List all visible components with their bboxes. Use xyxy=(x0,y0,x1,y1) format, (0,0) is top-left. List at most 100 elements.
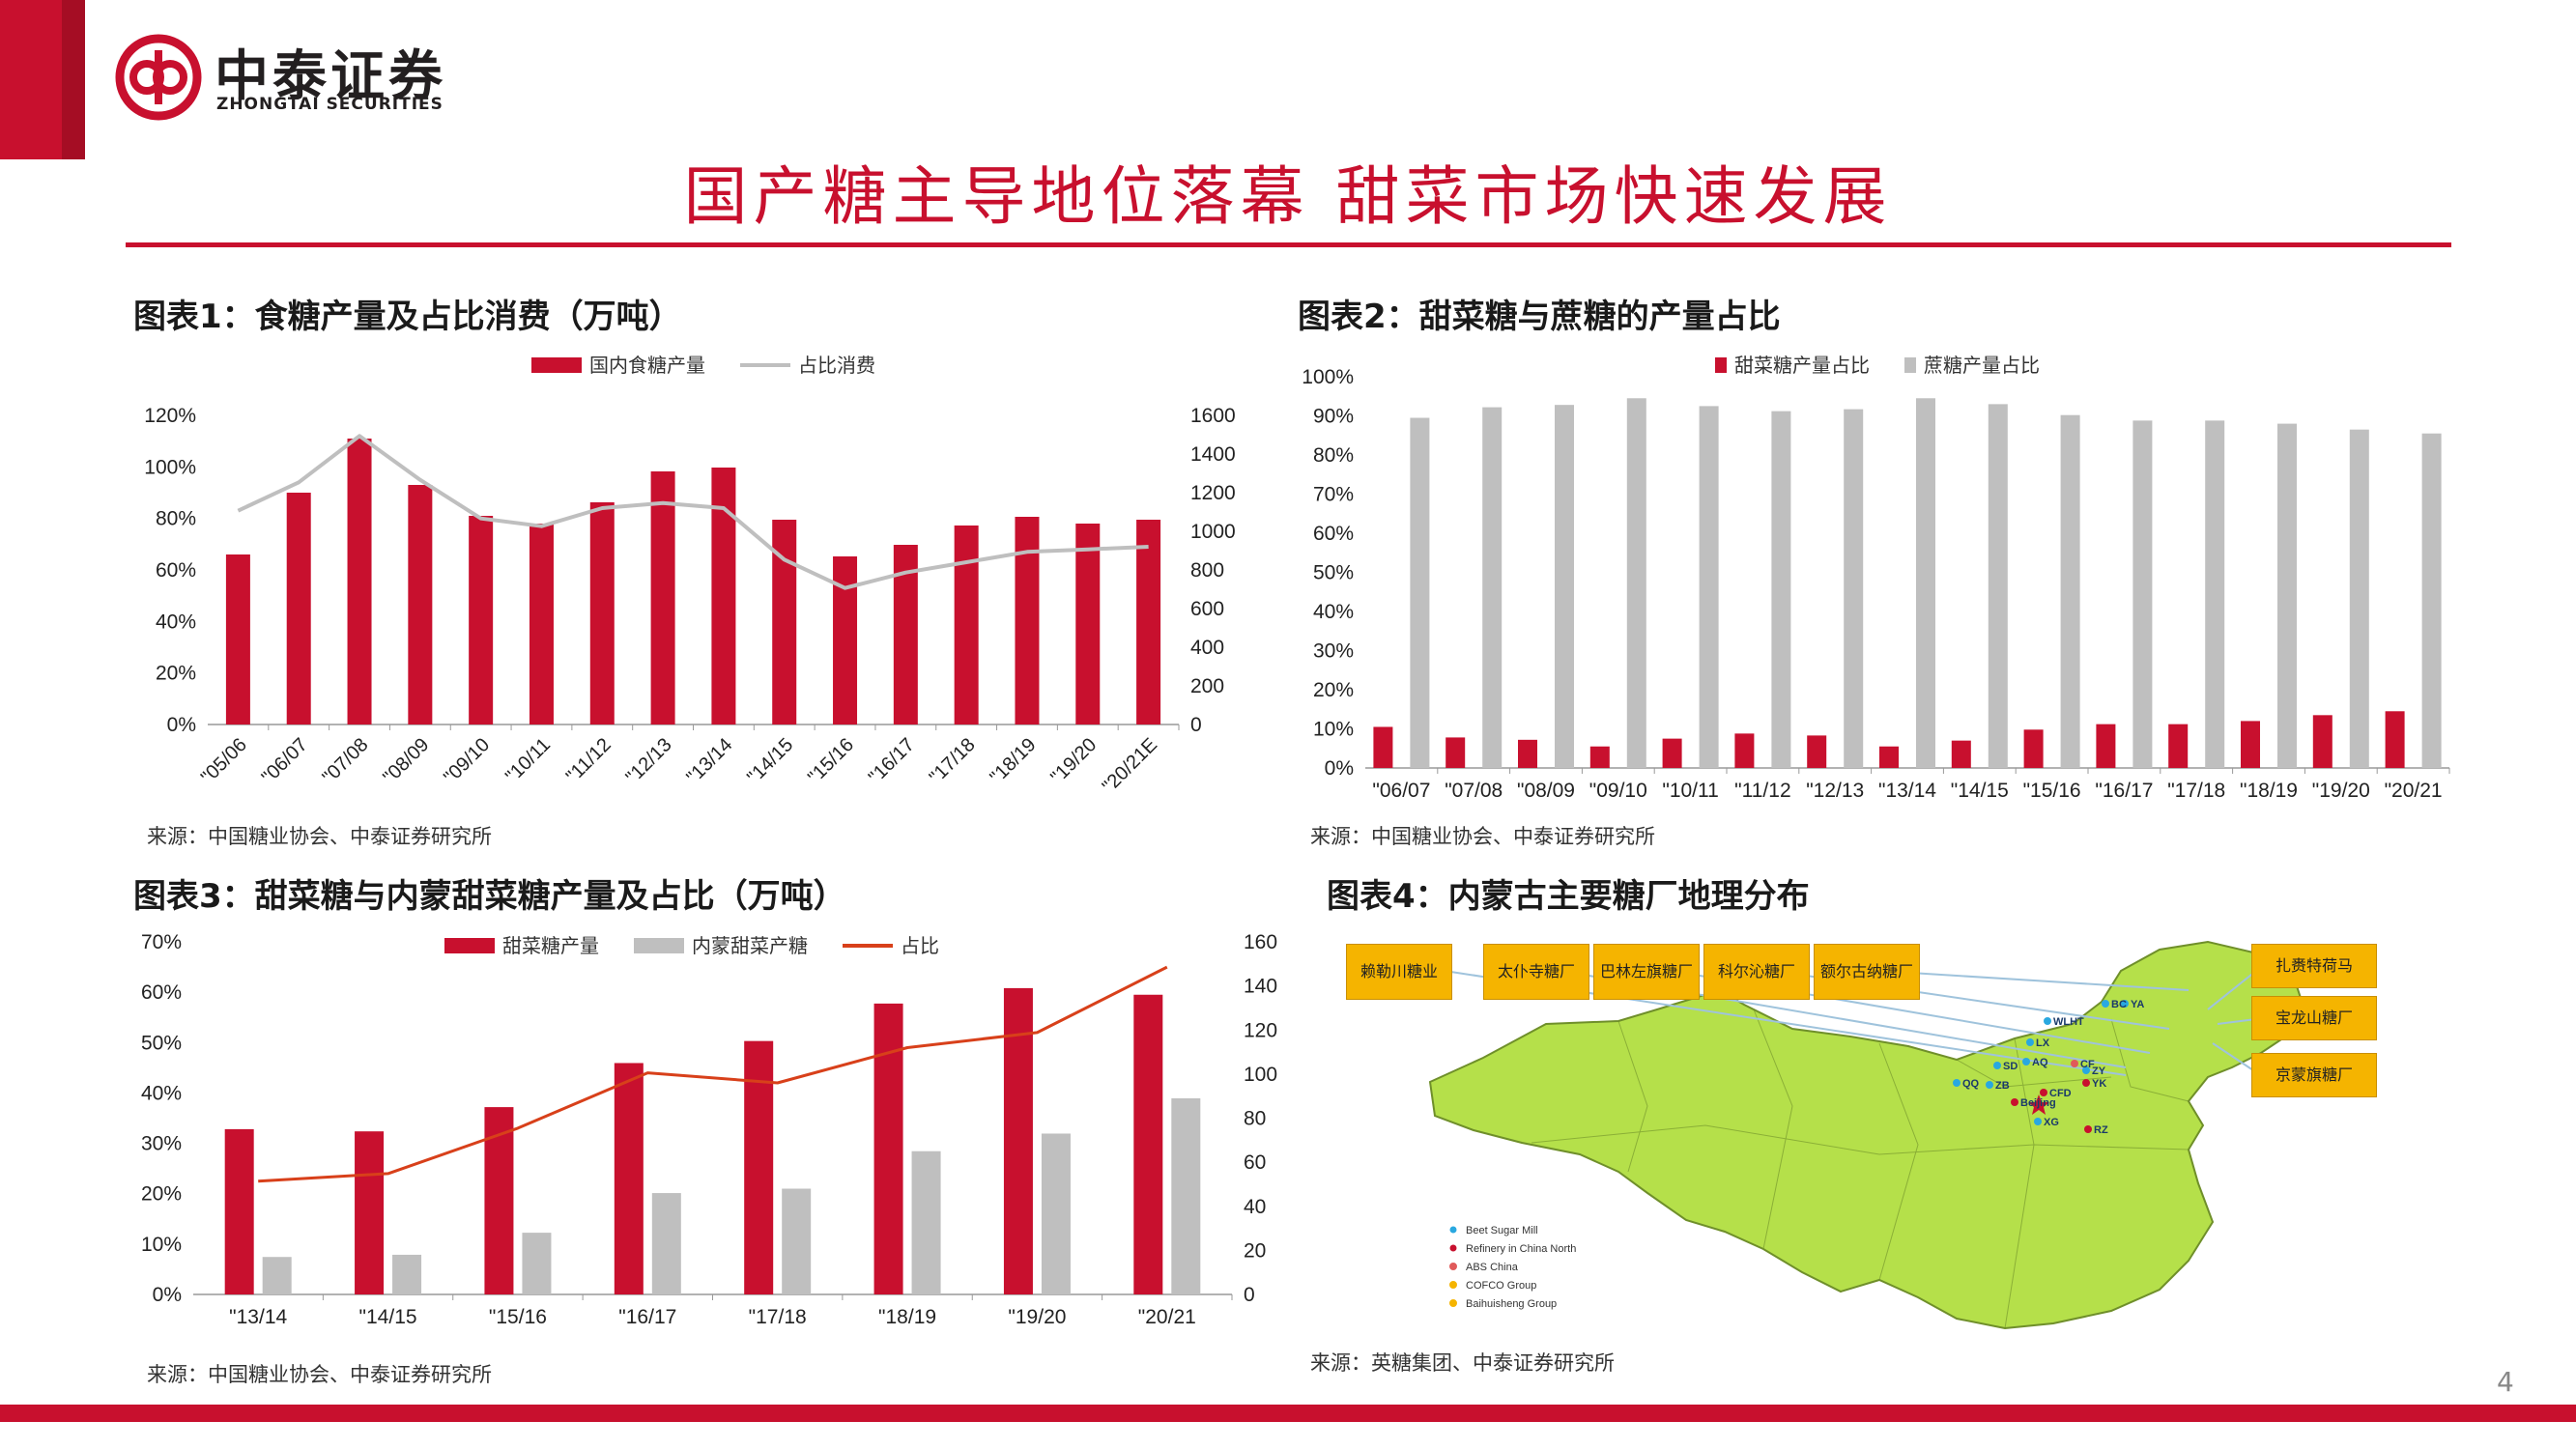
chart2-source: 来源：中国糖业协会、中泰证券研究所 xyxy=(1310,825,1655,848)
brand-stripe-accent xyxy=(62,0,85,159)
chart2-bar xyxy=(2096,724,2116,768)
map-legend-marker xyxy=(1449,1299,1457,1307)
chart2-ytick-left: 10% xyxy=(1313,719,1354,741)
page-number: 4 xyxy=(2497,1366,2514,1398)
map-site-dot xyxy=(2040,1089,2047,1096)
map-city-code: QQ xyxy=(1962,1078,1980,1090)
chart2-legend-label: 甜菜糖产量占比 xyxy=(1734,354,1870,377)
chart1-xtick-label: "09/10 xyxy=(440,734,494,788)
chart2-bar xyxy=(2168,724,2189,768)
chart3-xtick-label: "18/19 xyxy=(878,1306,936,1328)
chart4-map-panel: BC YA WLHT LX AQ CF SD ZY QQ ZB YK CFD Beijing XG RZ B… xyxy=(1338,932,2416,1338)
chart1-xtick-label: "08/09 xyxy=(379,734,433,788)
map-factory-label: 宝龙山糖厂 xyxy=(2251,996,2377,1040)
chart3-ytick-left: 0% xyxy=(153,1284,182,1306)
map-city-code: SD xyxy=(2003,1061,2018,1072)
map-site-dot xyxy=(2022,1058,2030,1065)
chart2-xtick-label: "19/20 xyxy=(2312,780,2370,802)
chart1-xtick-label: "11/12 xyxy=(562,734,615,787)
chart3-ytick-right: 0 xyxy=(1244,1284,1255,1306)
chart1-ytick-right: 1000 xyxy=(1190,521,1236,543)
chart1-bar xyxy=(286,493,311,724)
chart2-bar xyxy=(2023,729,2044,768)
chart1-ytick-left: 20% xyxy=(156,663,196,685)
chart2-legend-label: 蔗糖产量占比 xyxy=(1924,354,2040,377)
chart2-xtick-label: "20/21 xyxy=(2385,780,2443,802)
chart3-ytick-left: 40% xyxy=(141,1082,182,1104)
chart2-ytick-left: 50% xyxy=(1313,562,1354,584)
chart1-source: 来源：中国糖业协会、中泰证券研究所 xyxy=(147,825,492,848)
map-city-code: RZ xyxy=(2094,1124,2108,1136)
map-site-dot xyxy=(2082,1066,2090,1074)
map-factory-label: 科尔沁糖厂 xyxy=(1703,944,1810,1000)
chart1-xtick-label: "10/11 xyxy=(501,734,555,787)
chart2-xtick-label: "08/09 xyxy=(1517,780,1575,802)
chart3-ytick-right: 160 xyxy=(1244,931,1277,953)
chart1-title: 图表1：食糖产量及占比消费（万吨） xyxy=(133,298,682,336)
chart3-xtick-label: "19/20 xyxy=(1008,1306,1066,1328)
chart3-bar xyxy=(1041,1133,1071,1294)
map-city-code: LX xyxy=(2036,1037,2050,1049)
label-leader-lines xyxy=(1444,970,2257,1076)
map-site-dot xyxy=(2084,1125,2092,1133)
chart2-ytick-left: 100% xyxy=(1302,366,1354,388)
chart1-xtick-label: "17/18 xyxy=(926,734,980,788)
chart2-ytick-left: 0% xyxy=(1325,757,1354,780)
map-city-code: BC xyxy=(2111,999,2127,1010)
map-site-dot xyxy=(2071,1060,2078,1067)
chart3-source: 来源：中国糖业协会、中泰证券研究所 xyxy=(147,1363,492,1386)
map-city-code: AQ xyxy=(2032,1057,2048,1068)
chart1-ytick-left: 40% xyxy=(156,611,196,633)
chart1-legend-label: 占比消费 xyxy=(798,354,875,377)
chart2-xtick-label: "13/14 xyxy=(1878,780,1936,802)
chart1-ytick-right: 1600 xyxy=(1190,405,1236,427)
chart3-bar xyxy=(522,1233,552,1294)
chart2-bar xyxy=(1373,726,1393,768)
logo-name-cn: 中泰证券 xyxy=(215,45,446,108)
chart1-xtick-label: "07/08 xyxy=(319,734,373,788)
chart1-ytick-right: 400 xyxy=(1190,637,1224,659)
chart1-xtick-label: "13/14 xyxy=(682,734,736,788)
chart2-bar xyxy=(1844,409,1864,768)
chart2-bar xyxy=(1518,739,1537,768)
map-legend-marker xyxy=(1449,1263,1457,1270)
map-site-dot xyxy=(1993,1062,2001,1069)
map-legend-marker xyxy=(1449,1281,1457,1289)
chart3-ytick-right: 60 xyxy=(1244,1151,1266,1174)
chart2-xtick-label: "07/08 xyxy=(1445,780,1503,802)
chart1-xtick-label: "12/13 xyxy=(622,734,676,788)
chart1-ytick-right: 200 xyxy=(1190,675,1224,697)
chart2-bar xyxy=(1734,733,1755,768)
chart1-bar xyxy=(408,485,433,724)
chart2-bar xyxy=(2205,420,2225,768)
chart1-ytick-right: 1200 xyxy=(1190,482,1236,504)
chart2-ytick-left: 70% xyxy=(1313,484,1354,506)
chart2-ytick-left: 80% xyxy=(1313,444,1354,467)
map-legend-marker xyxy=(1449,1244,1457,1252)
chart3-legend-label: 内蒙甜菜产糖 xyxy=(692,934,808,957)
chart2-bar xyxy=(2132,420,2153,768)
map-dots xyxy=(1953,1000,2129,1133)
chart3-bar xyxy=(744,1040,774,1294)
chart3-ytick-left: 60% xyxy=(141,981,182,1004)
chart1-xtick-label: "14/15 xyxy=(743,734,797,788)
map-factory-label: 赖勒川糖业 xyxy=(1346,944,1452,1000)
map-site-dot xyxy=(2034,1118,2042,1125)
map-city-code: CFD xyxy=(2049,1088,2072,1099)
chart2-xtick-label: "10/11 xyxy=(1662,780,1718,802)
chart1-line-series xyxy=(237,434,1149,590)
map-city-code: ZB xyxy=(1995,1080,2010,1092)
chart3-bar xyxy=(651,1193,681,1294)
chart3-legend-label: 占比 xyxy=(901,934,939,957)
chart3-bar xyxy=(782,1188,812,1294)
chart1-ytick-left: 80% xyxy=(156,508,196,530)
chart1-bar xyxy=(347,439,372,724)
chart2-bar xyxy=(1988,404,2008,768)
chart2-bar xyxy=(1626,398,1646,768)
chart3-ytick-left: 30% xyxy=(141,1133,182,1155)
chart2-bar xyxy=(2349,429,2369,768)
chart2-beet-cane-share: 0% 10% 20% 30% 40% 50% 60% 70% 80% 90% 100% "06/07 "… xyxy=(1302,354,2450,802)
zhongtai-logo-icon xyxy=(115,34,202,121)
chart3-bar xyxy=(911,1151,941,1294)
